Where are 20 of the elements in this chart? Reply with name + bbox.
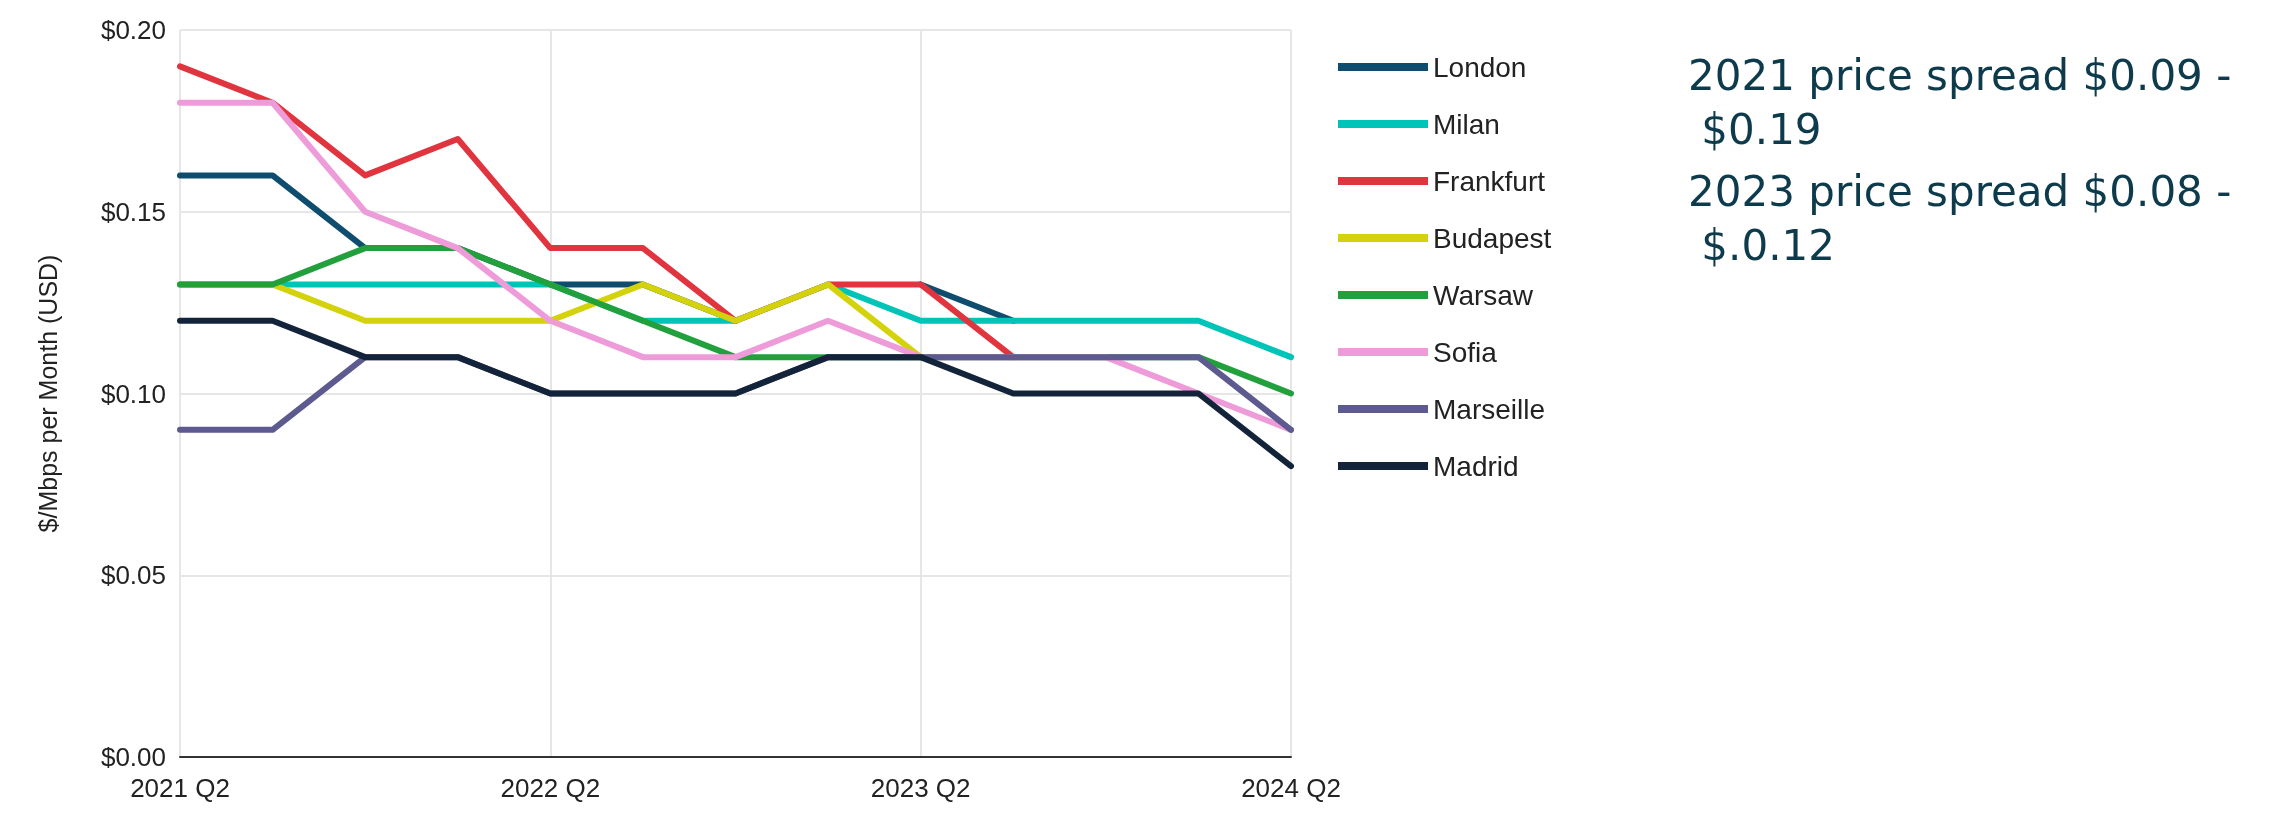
legend-label: Budapest [1433, 222, 1552, 254]
legend-label: Marseille [1433, 393, 1546, 425]
x-tick-label: 2024 Q2 [1241, 773, 1341, 803]
legend-label: Madrid [1433, 450, 1519, 482]
legend-label: Milan [1433, 108, 1500, 140]
y-tick-label: $0.20 [100, 15, 166, 45]
y-tick-label: $0.15 [100, 196, 166, 227]
y-axis-title: $/Mbps per Month (USD) [33, 254, 62, 533]
legend-label: Sofia [1433, 336, 1498, 368]
x-tick-label: 2022 Q2 [500, 773, 601, 803]
y-tick-label: $0.10 [100, 378, 166, 409]
y-tick-label: $0.05 [100, 560, 166, 591]
legend-label: London [1433, 51, 1527, 83]
y-tick-label: $0.00 [100, 742, 166, 772]
legend-label: Frankfurt [1433, 165, 1546, 197]
x-tick-label: 2023 Q2 [870, 773, 971, 803]
x-tick-label: 2021 Q2 [130, 773, 230, 803]
text: 2023 price spread $0.08 - $.0.12 [1688, 166, 2232, 270]
text: 2021 price spread $0.09 - $0.19 [1688, 50, 2232, 154]
legend-label: Warsaw [1433, 279, 1534, 311]
